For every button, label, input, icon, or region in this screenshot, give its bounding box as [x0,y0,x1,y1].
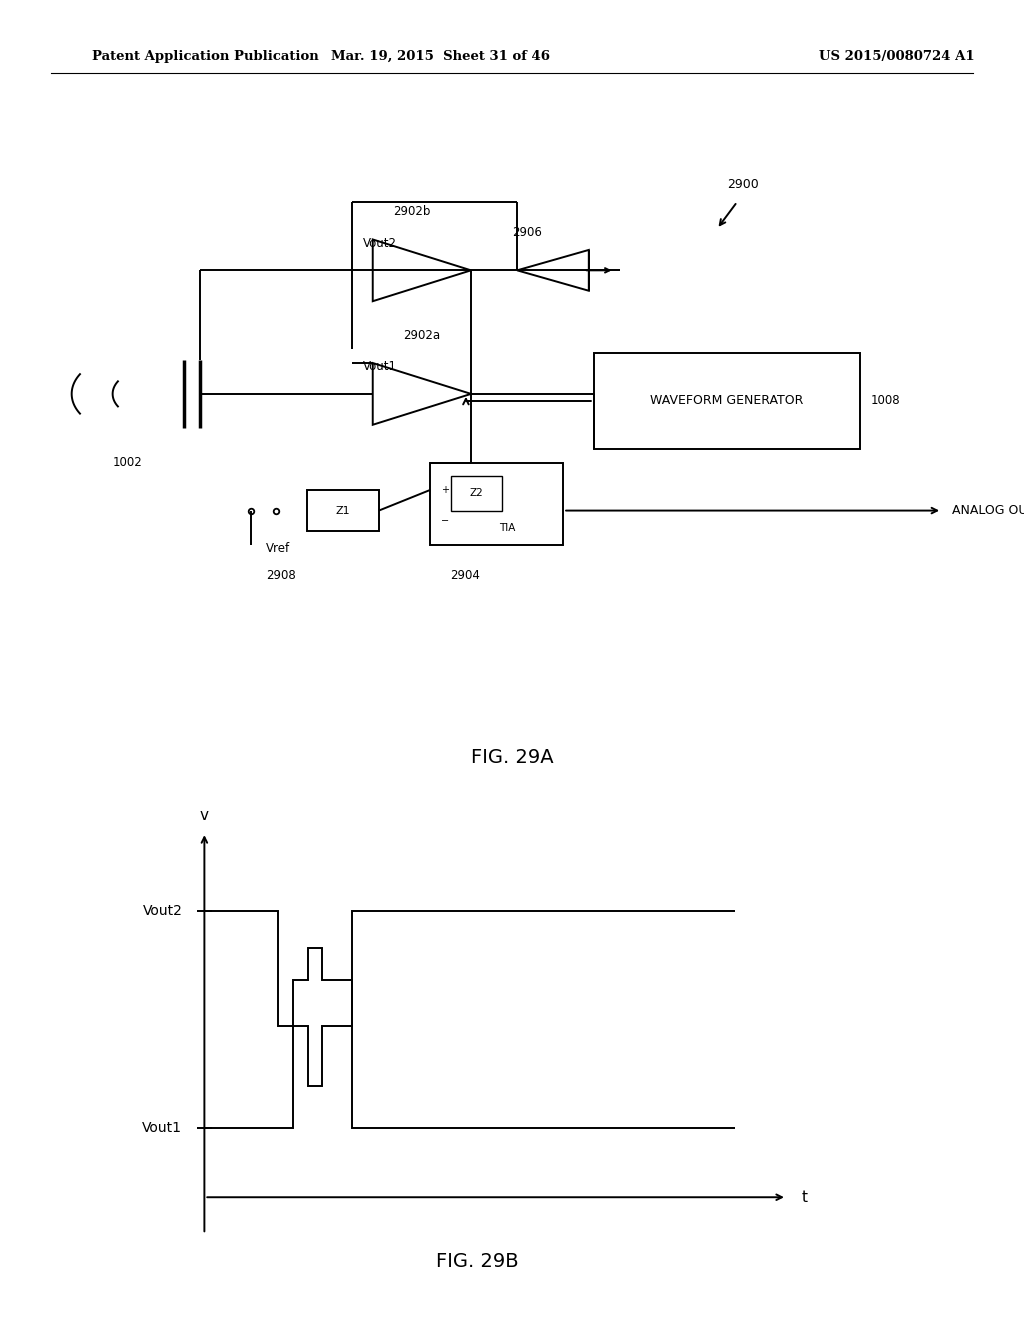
Text: TIA: TIA [499,523,515,533]
Text: Vout2: Vout2 [142,904,182,917]
Text: 1002: 1002 [113,455,142,469]
Text: Vout2: Vout2 [362,236,396,249]
Text: ANALOG OUT: ANALOG OUT [952,504,1024,517]
Text: v: v [200,808,209,824]
Text: Vout1: Vout1 [362,360,396,374]
Text: Z1: Z1 [336,506,350,516]
Text: FIG. 29B: FIG. 29B [436,1253,518,1271]
Text: FIG. 29A: FIG. 29A [471,748,553,767]
Text: 2908: 2908 [266,569,296,582]
Text: US 2015/0080724 A1: US 2015/0080724 A1 [819,50,975,63]
Text: Vref: Vref [266,541,291,554]
Text: 2902a: 2902a [403,329,440,342]
Text: Mar. 19, 2015  Sheet 31 of 46: Mar. 19, 2015 Sheet 31 of 46 [331,50,550,63]
Text: 2902b: 2902b [393,206,430,218]
Text: −: − [441,516,450,525]
Text: WAVEFORM GENERATOR: WAVEFORM GENERATOR [650,395,804,408]
Bar [451,477,502,511]
Text: 2900: 2900 [727,178,759,191]
Text: Z2: Z2 [469,488,483,499]
Bar [430,462,563,545]
Bar [594,352,860,449]
Bar [307,490,379,531]
Text: 2904: 2904 [451,569,480,582]
Text: 2906: 2906 [512,226,542,239]
Text: 1008: 1008 [870,395,900,408]
Text: +: + [441,484,450,495]
Text: Patent Application Publication: Patent Application Publication [92,50,318,63]
Text: t: t [802,1189,808,1205]
Text: Vout1: Vout1 [142,1121,182,1135]
